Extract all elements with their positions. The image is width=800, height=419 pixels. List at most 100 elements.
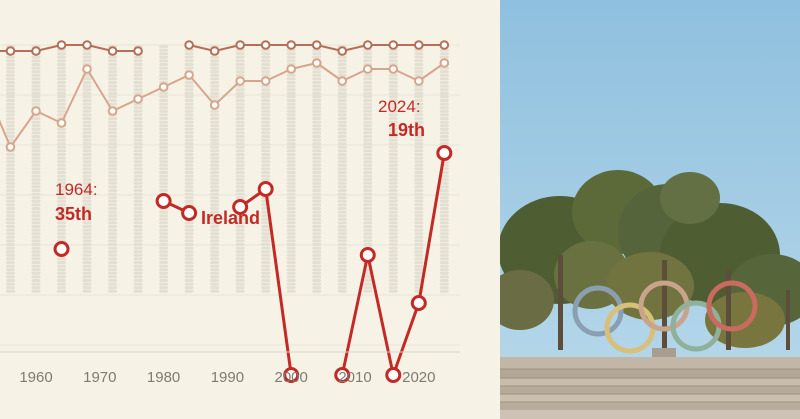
rank-column-mark (337, 275, 347, 279)
rank-column-mark (414, 138, 424, 142)
rank-column-mark (363, 142, 373, 146)
rank-column-mark (82, 167, 92, 171)
rank-column-mark (414, 153, 424, 156)
rank-column-mark (363, 235, 373, 239)
rank-column-mark (235, 221, 245, 225)
rank-column-mark (286, 99, 296, 102)
rank-column-mark (363, 127, 373, 131)
rank-column-mark (31, 271, 41, 275)
rank-column-mark (5, 131, 15, 135)
rank-column-mark (414, 73, 424, 77)
rank-column-mark (133, 102, 143, 106)
rank-column-mark (235, 268, 245, 272)
rank-column-mark (235, 131, 245, 135)
rank-column-mark (57, 199, 67, 203)
rank-column-mark (108, 225, 118, 228)
rank-column-mark (133, 279, 143, 282)
rank-column-mark (363, 91, 373, 95)
rank-column-mark (57, 214, 67, 218)
data-point (362, 40, 373, 50)
rank-column-mark (388, 264, 398, 268)
rank-column-mark (414, 203, 424, 207)
rank-column-mark (261, 289, 271, 293)
rank-column-mark (184, 167, 194, 171)
rank-column-mark (235, 250, 245, 254)
rank-column-mark (108, 59, 118, 63)
rank-column-mark (184, 199, 194, 203)
rank-column-mark (286, 214, 296, 218)
rank-column-mark (159, 102, 169, 106)
rank-column-mark (133, 217, 143, 221)
rank-column-mark (388, 261, 398, 264)
rank-column-mark (312, 106, 322, 110)
rank-column-mark (261, 167, 271, 171)
rank-column-mark (159, 77, 169, 81)
rank-column-mark (439, 66, 449, 70)
rank-column-mark (235, 109, 245, 113)
rank-column-mark (184, 117, 194, 120)
rank-column-mark (184, 145, 194, 149)
rank-column-mark (286, 181, 296, 185)
rank-column-mark (261, 66, 271, 70)
rank-column-mark (133, 250, 143, 254)
rank-column-mark (133, 243, 143, 246)
rank-column-mark (337, 225, 347, 228)
rank-column-mark (31, 171, 41, 174)
rank-column-mark (414, 63, 424, 66)
rank-column-mark (82, 174, 92, 178)
rank-column-mark (312, 217, 322, 221)
rank-column-mark (337, 279, 347, 282)
rank-column-mark (388, 185, 398, 189)
rank-column-mark (82, 253, 92, 257)
rank-column-mark (133, 181, 143, 185)
rank-column-mark (184, 88, 194, 92)
data-point (410, 295, 427, 311)
rank-column-mark (286, 178, 296, 182)
rank-column-mark (388, 279, 398, 282)
rank-column-mark (312, 156, 322, 160)
rank-column-mark (312, 250, 322, 254)
rank-column-mark (388, 207, 398, 210)
rank-column-mark (414, 160, 424, 164)
rank-column-mark (439, 106, 449, 110)
rank-column-mark (210, 73, 220, 77)
rank-column-mark (57, 275, 67, 279)
rank-column-mark (5, 120, 15, 124)
rank-column-mark (57, 181, 67, 185)
rank-column-mark (5, 163, 15, 167)
rank-column-mark (184, 171, 194, 174)
rank-column-mark (439, 203, 449, 207)
rank-column-mark (312, 99, 322, 102)
rank-column-mark (312, 113, 322, 117)
rank-column-mark (159, 185, 169, 189)
rank-column-mark (108, 192, 118, 196)
rank-column-mark (108, 282, 118, 286)
rank-column-mark (31, 66, 41, 70)
rank-column-mark (31, 181, 41, 185)
rank-column-mark (82, 203, 92, 207)
rank-column-mark (159, 221, 169, 225)
rank-column-mark (261, 135, 271, 138)
rank-column-mark (235, 261, 245, 264)
rank-column-mark (184, 63, 194, 66)
rank-column-mark (388, 73, 398, 77)
rank-column-mark (261, 239, 271, 243)
rank-column-mark (286, 203, 296, 207)
rank-column-mark (133, 149, 143, 153)
rank-column-mark (159, 257, 169, 261)
rank-column-mark (235, 63, 245, 66)
rank-column-mark (184, 109, 194, 113)
rank-column-mark (439, 243, 449, 246)
annotation-2024-year: 2024: (378, 97, 421, 116)
rank-column-mark (31, 250, 41, 254)
rank-column-mark (312, 246, 322, 250)
rank-column-mark (235, 124, 245, 128)
rank-column-mark (57, 232, 67, 236)
data-point (82, 64, 92, 74)
data-point (107, 46, 118, 56)
rank-column-mark (235, 167, 245, 171)
rank-column-mark (108, 131, 118, 135)
rank-column-mark (82, 81, 92, 84)
rank-column-mark (184, 250, 194, 254)
rank-column-mark (312, 153, 322, 156)
